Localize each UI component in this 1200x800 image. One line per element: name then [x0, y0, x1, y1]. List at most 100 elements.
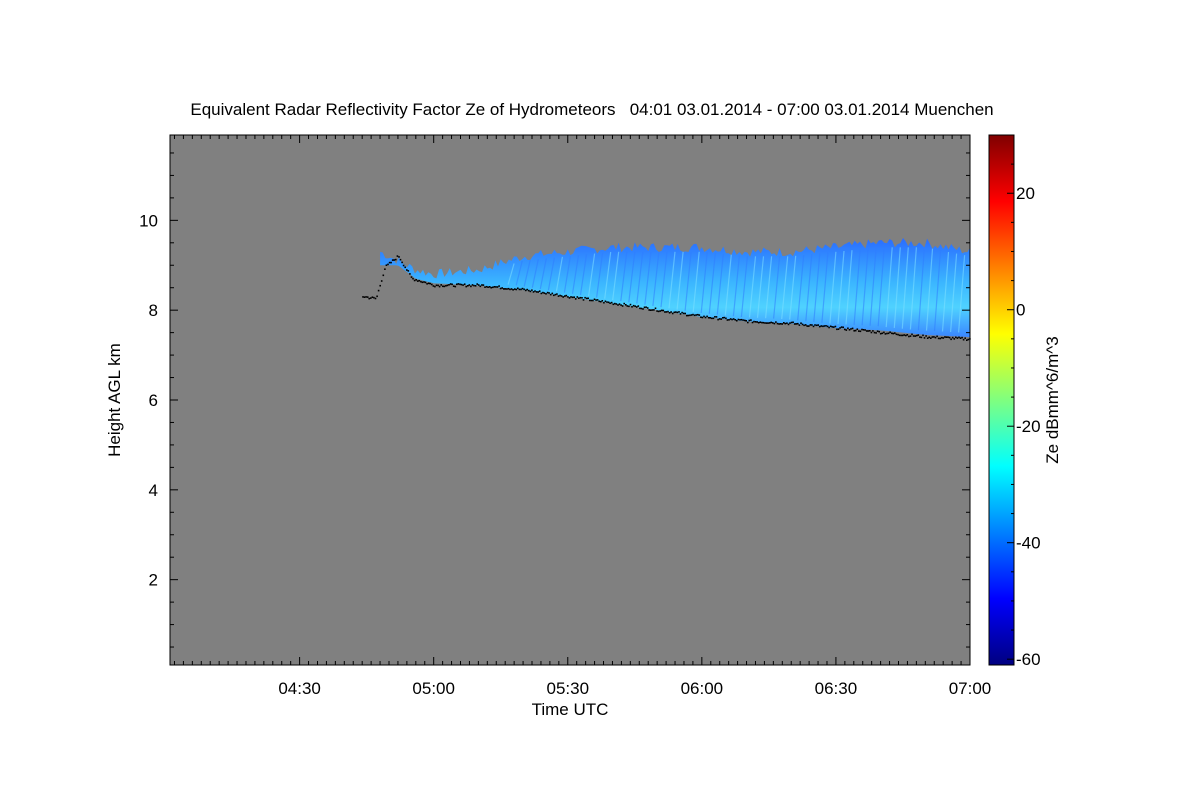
cloud-base-point: [792, 321, 794, 324]
echo-streak: [756, 256, 765, 318]
cloud-base-point: [434, 285, 436, 288]
cloud-base-point: [382, 274, 385, 277]
cloud-base-point: [538, 290, 541, 292]
cloud-base-point: [966, 339, 968, 341]
cloud-base-point: [936, 335, 938, 338]
cloud-base-point: [549, 293, 552, 296]
cloud-base-point: [917, 334, 920, 336]
cloud-base-point: [410, 276, 413, 278]
cloud-base-point: [833, 326, 835, 328]
cloud-base-point: [870, 331, 873, 334]
cloud-base-point: [776, 322, 779, 325]
echo-streak: [877, 247, 885, 327]
cloud-base-point: [748, 319, 751, 322]
cloud-base-point: [701, 316, 704, 319]
echo-streak: [652, 251, 660, 306]
cloud-base-point: [506, 288, 508, 290]
cloud-base-point: [604, 300, 607, 303]
cloud-base-point: [736, 319, 738, 322]
cloud-base-point: [817, 324, 819, 326]
echo-streak: [588, 253, 596, 297]
cloud-base-point: [548, 292, 550, 294]
cloud-base-point: [452, 285, 455, 287]
echo-streak: [813, 253, 821, 323]
cloud-base-point: [787, 323, 790, 326]
cloud-base-point: [862, 329, 865, 331]
cloud-base-point: [800, 322, 802, 324]
cloud-base-point: [379, 284, 381, 287]
cloud-base-point: [711, 317, 713, 320]
echo-streak: [869, 247, 877, 326]
cloud-base-point: [570, 296, 572, 298]
cloud-base-point: [477, 284, 480, 286]
y-tick-label: 6: [149, 391, 158, 410]
cloud-base-point: [894, 332, 896, 334]
cloud-base-point: [424, 281, 427, 284]
cloud-base-point: [363, 296, 366, 298]
cloud-base-point: [609, 302, 611, 304]
echo-streak: [740, 256, 748, 318]
cloud-base-point: [692, 313, 694, 316]
cloud-base-point: [709, 317, 711, 319]
cloud-base-point: [468, 284, 471, 286]
cloud-base-point: [928, 336, 930, 339]
cloud-base-point: [933, 336, 935, 338]
cloud-base-point: [865, 330, 868, 332]
colorbar-tick-label: -20: [1016, 417, 1041, 436]
cloud-base-point: [722, 317, 724, 319]
cloud-base-point: [887, 332, 890, 335]
cloud-base-point: [775, 321, 777, 323]
x-tick-label: 04:30: [278, 679, 321, 698]
cloud-base-point: [704, 316, 707, 319]
cloud-base-point: [939, 337, 941, 340]
cloud-base-point: [660, 309, 663, 312]
x-tick-label: 06:00: [681, 679, 724, 698]
echo-streak: [692, 251, 700, 313]
cloud-base-point: [950, 338, 952, 341]
cloud-base-point: [872, 330, 874, 332]
y-tick-label: 8: [149, 301, 158, 320]
cloud-base-point: [915, 334, 918, 337]
cloud-base-point: [596, 299, 599, 301]
x-tick-label: 07:00: [949, 679, 992, 698]
cloud-base-point: [953, 338, 956, 340]
cloud-base-point: [395, 258, 397, 261]
cloud-base-point: [867, 330, 869, 332]
echo-streak: [555, 256, 563, 292]
cloud-base-point: [626, 305, 629, 307]
y-axis: 2 4 6 8 10: [139, 152, 970, 648]
cloud-base-point: [482, 284, 485, 286]
cloud-base-point: [443, 285, 446, 288]
echo-streak: [660, 251, 668, 308]
cloud-base-point: [826, 325, 829, 328]
cloud-base-point: [858, 330, 860, 332]
echo-streak: [676, 251, 684, 310]
cloud-base-point: [717, 318, 719, 321]
cloud-base-point: [418, 279, 421, 282]
echo-streak: [845, 250, 853, 325]
cloud-base-point: [373, 296, 375, 299]
cloud-base-point: [571, 296, 574, 299]
cloud-base-point: [564, 295, 566, 297]
cloud-base-point: [814, 324, 816, 326]
cloud-base-point: [462, 284, 464, 286]
y-tick-label: 10: [139, 211, 158, 230]
cloud-base-point: [768, 322, 771, 324]
cloud-base-point: [521, 287, 524, 290]
cloud-base-point: [757, 321, 760, 324]
echo-streak: [668, 251, 676, 309]
cloud-base-point: [930, 337, 932, 339]
cloud-base-point: [825, 325, 827, 327]
cloud-base-point: [629, 303, 632, 306]
cloud-base-point: [404, 266, 406, 269]
cloud-base-point: [662, 309, 665, 312]
cloud-base-point: [493, 286, 496, 288]
cloud-base-point: [844, 328, 846, 331]
echo-streak: [773, 256, 781, 319]
cloud-base-point: [811, 324, 813, 326]
cloud-base-point: [643, 306, 646, 309]
y-tick-label: 2: [149, 571, 158, 590]
cloud-base-point: [962, 338, 965, 341]
cloud-base-point: [664, 311, 666, 313]
cloud-base-point: [754, 321, 757, 323]
